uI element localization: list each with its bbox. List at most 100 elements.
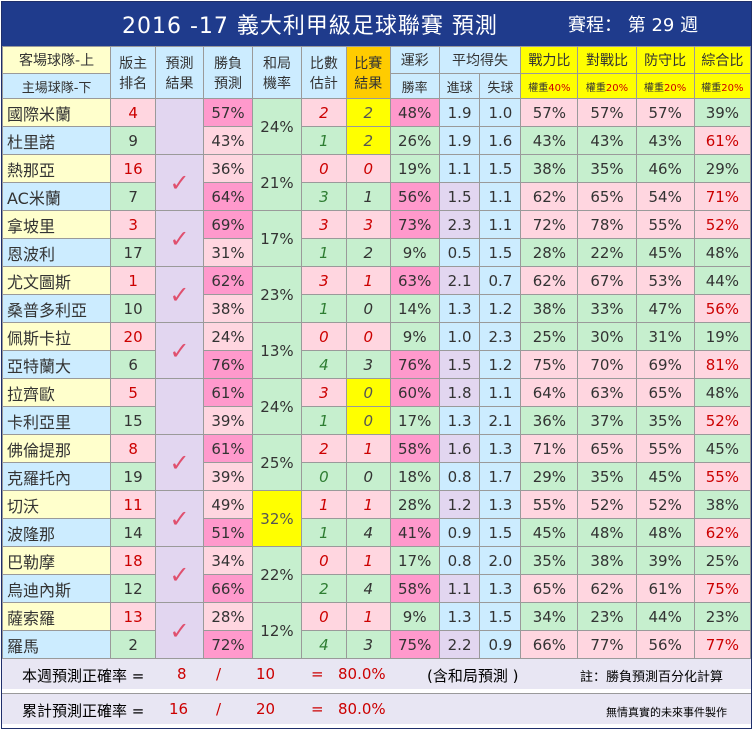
rank: 2 — [110, 630, 157, 659]
match-result: 1 — [345, 266, 391, 295]
table-row: 佩斯卡拉 20 ✓ 24% 13% 0 0 9% 1.0 2.3 25% 30% 31% 19% — [1, 322, 752, 379]
team-name[interactable]: 尤文圖斯 — [1, 266, 112, 295]
draw-prob: 24% — [251, 98, 302, 155]
team-name[interactable]: 拉齊歐 — [1, 378, 112, 407]
defense-ratio: 61% — [635, 574, 695, 603]
weight-defense: 權重20% — [635, 73, 695, 99]
win-pct: 31% — [203, 238, 253, 267]
match-result: 3 — [345, 210, 391, 239]
cum-rate: 80.0% — [338, 700, 386, 718]
checkmark-icon: ✓ — [169, 280, 190, 309]
score-estimate: 1 — [300, 238, 347, 267]
match-result: 3 — [345, 630, 391, 659]
avg-goals-for: 1.2 — [438, 490, 481, 519]
avg-goals-for: 0.8 — [438, 462, 481, 491]
h2h-ratio: 35% — [577, 462, 637, 491]
prediction-check: ✓ — [155, 266, 204, 323]
table-row: 波隆那 14 51% 1 4 41% 0.9 1.5 45% 48% 48% 62% — [1, 518, 752, 547]
h2h-ratio: 57% — [577, 98, 637, 127]
table-row: 佛倫提那 8 ✓ 61% 25% 2 1 58% 1.6 1.3 71% 65% 55% 45% — [1, 434, 752, 491]
lottery-rate: 60% — [389, 378, 440, 407]
match-result: 1 — [345, 546, 391, 575]
team-name[interactable]: 薩索羅 — [1, 602, 112, 631]
checkmark-icon: ✓ — [169, 448, 190, 477]
week-equals: = — [311, 665, 324, 683]
defense-ratio: 56% — [635, 630, 695, 659]
score-estimate: 3 — [300, 210, 347, 239]
power-ratio: 35% — [520, 546, 579, 575]
team-name[interactable]: 羅馬 — [1, 630, 112, 659]
defense-ratio: 54% — [635, 182, 695, 211]
h2h-ratio: 67% — [577, 266, 637, 295]
power-ratio: 34% — [520, 602, 579, 631]
team-name[interactable]: 亞特蘭大 — [1, 350, 112, 379]
avg-goals-against: 2.3 — [479, 322, 522, 351]
rank: 6 — [110, 350, 157, 379]
table-row: 羅馬 2 72% 4 3 75% 2.2 0.9 66% 77% 56% 77% — [1, 630, 752, 659]
power-ratio: 29% — [520, 462, 579, 491]
power-ratio: 38% — [520, 154, 579, 183]
draw-prob: 24% — [251, 378, 302, 435]
total-ratio: 75% — [693, 574, 752, 603]
header-est: 比數 估計 — [300, 46, 347, 99]
defense-ratio: 43% — [635, 126, 695, 155]
team-name[interactable]: 拿坡里 — [1, 210, 112, 239]
total-ratio: 61% — [693, 126, 752, 155]
match-result: 2 — [345, 126, 391, 155]
team-name[interactable]: 桑普多利亞 — [1, 294, 112, 323]
team-name[interactable]: 國際米蘭 — [1, 98, 112, 127]
team-name[interactable]: 巴勒摩 — [1, 546, 112, 575]
h2h-ratio: 70% — [577, 350, 637, 379]
match-result: 0 — [345, 462, 391, 491]
score-estimate: 2 — [300, 574, 347, 603]
power-ratio: 71% — [520, 434, 579, 463]
avg-goals-against: 0.9 — [479, 630, 522, 659]
team-name[interactable]: 克羅托內 — [1, 462, 112, 491]
rank: 20 — [110, 322, 157, 351]
table-row: 巴勒摩 18 ✓ 34% 22% 0 1 17% 0.8 2.0 35% 38% 39% 25% — [1, 546, 752, 603]
avg-goals-against: 2.1 — [479, 406, 522, 435]
power-ratio: 75% — [520, 350, 579, 379]
prediction-check: ✓ — [155, 322, 204, 379]
score-estimate: 3 — [300, 182, 347, 211]
defense-ratio: 55% — [635, 210, 695, 239]
avg-goals-against: 1.1 — [479, 378, 522, 407]
table-row: 杜里諾 9 43% 1 2 26% 1.9 1.6 43% 43% 43% 61% — [1, 126, 752, 155]
team-name[interactable]: 杜里諾 — [1, 126, 112, 155]
cum-total: 20 — [256, 700, 276, 718]
avg-goals-against: 1.6 — [479, 126, 522, 155]
win-pct: 62% — [203, 266, 253, 295]
team-name[interactable]: 切沃 — [1, 490, 112, 519]
avg-goals-against: 1.5 — [479, 602, 522, 631]
team-name[interactable]: 佛倫提那 — [1, 434, 112, 463]
score-estimate: 4 — [300, 350, 347, 379]
avg-goals-against: 1.3 — [479, 490, 522, 519]
header-h2h: 對戰比 — [577, 46, 637, 74]
defense-ratio: 57% — [635, 98, 695, 127]
table-row: 國際米蘭 4 57% 24% 2 2 48% 1.9 1.0 57% 57% 57% 39% — [1, 98, 752, 155]
defense-ratio: 45% — [635, 462, 695, 491]
avg-goals-against: 1.3 — [479, 434, 522, 463]
team-name[interactable]: AC米蘭 — [1, 182, 112, 211]
header-wl: 勝負 預測 — [203, 46, 253, 99]
team-name[interactable]: 波隆那 — [1, 518, 112, 547]
power-ratio: 55% — [520, 490, 579, 519]
match-result: 4 — [345, 518, 391, 547]
rank: 12 — [110, 574, 157, 603]
draw-prob: 21% — [251, 154, 302, 211]
score-estimate: 4 — [300, 630, 347, 659]
power-ratio: 66% — [520, 630, 579, 659]
team-name[interactable]: 烏迪內斯 — [1, 574, 112, 603]
match-result: 4 — [345, 574, 391, 603]
team-name[interactable]: 卡利亞里 — [1, 406, 112, 435]
team-name[interactable]: 恩波利 — [1, 238, 112, 267]
table-row: 烏迪內斯 12 66% 2 4 58% 1.1 1.3 65% 62% 61% 75% — [1, 574, 752, 603]
team-name[interactable]: 熱那亞 — [1, 154, 112, 183]
draw-prob: 25% — [251, 434, 302, 491]
avg-goals-for: 1.3 — [438, 294, 481, 323]
power-ratio: 65% — [520, 574, 579, 603]
team-name[interactable]: 佩斯卡拉 — [1, 322, 112, 351]
calc-note: 註：勝負預測百分化計算 — [580, 670, 724, 685]
checkmark-icon: ✓ — [169, 224, 190, 253]
prediction-table: 客場球隊-上 版主 排名 預測 結果 勝負 預測 和局 機率 比數 估計 比賽 結果 運彩 … — [1, 46, 752, 659]
